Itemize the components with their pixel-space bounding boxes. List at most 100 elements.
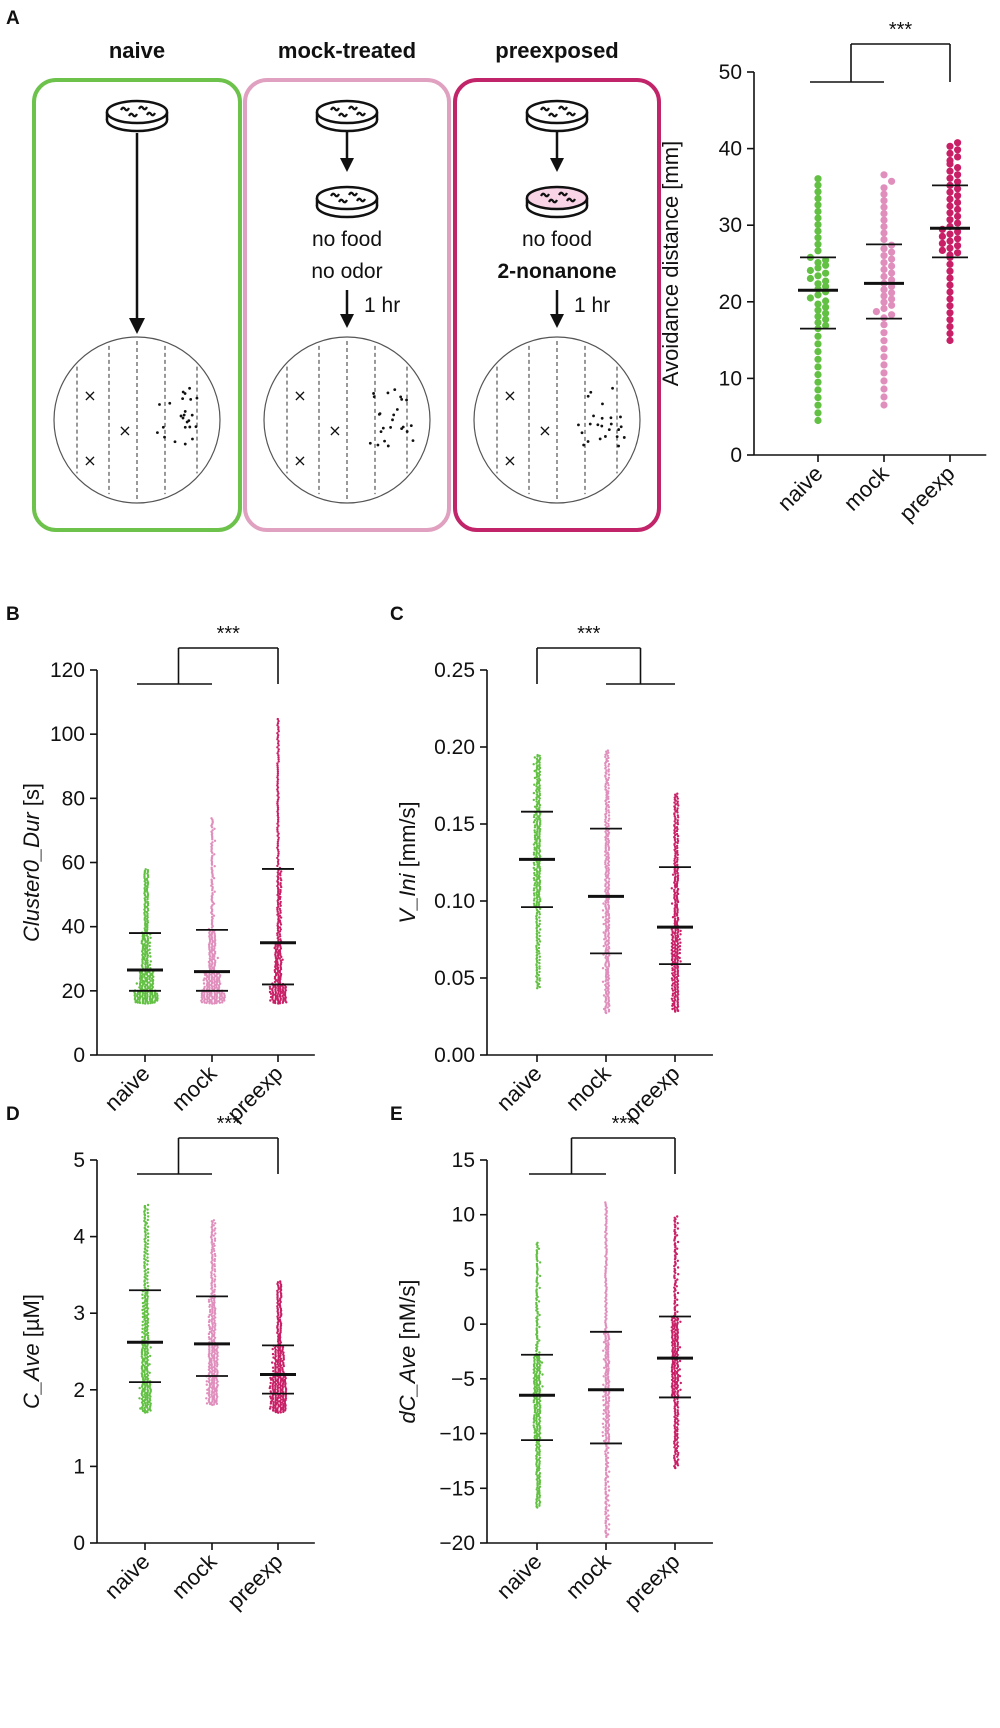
data-point-preexp [675, 1352, 678, 1355]
data-point-preexp [272, 1356, 275, 1359]
data-point-mock [605, 1232, 608, 1235]
data-point-naive [538, 879, 542, 882]
data-point-naive [538, 889, 541, 893]
worm-dot [188, 425, 192, 429]
data-point-preexp [676, 1343, 679, 1346]
data-point-naive [538, 1481, 542, 1484]
data-point-naive [141, 1297, 144, 1300]
data-point-mock [604, 830, 607, 833]
data-point-preexp [946, 216, 954, 224]
data-point-mock [207, 1336, 211, 1339]
data-point-naive [536, 1493, 539, 1497]
data-point-preexp [674, 1418, 677, 1421]
data-point-naive [145, 1410, 149, 1413]
data-point-preexp [278, 1386, 282, 1389]
data-point-preexp [676, 1222, 679, 1225]
data-point-mock [880, 203, 888, 211]
data-point-preexp [673, 953, 676, 956]
data-point-naive [143, 869, 147, 873]
data-point-mock [605, 1298, 608, 1301]
x-tick-label: naive [492, 1061, 547, 1116]
data-point-mock [213, 1280, 216, 1283]
worm-icon [566, 197, 576, 203]
worm-dot [386, 444, 390, 448]
data-point-naive [535, 785, 538, 788]
data-point-preexp [276, 814, 279, 817]
data-point-preexp [678, 1359, 682, 1363]
data-point-mock [210, 1286, 214, 1289]
data-point-mock [211, 1317, 214, 1320]
data-point-mock [210, 1332, 214, 1335]
y-tick-label: 20 [719, 291, 742, 314]
data-point-mock [604, 854, 607, 857]
data-point-naive [536, 953, 539, 956]
data-point-mock [880, 369, 888, 377]
data-point-preexp [674, 939, 677, 942]
data-point-naive [156, 995, 159, 999]
data-point-preexp [673, 888, 676, 892]
data-point-mock [211, 1253, 214, 1257]
data-point-naive [535, 951, 538, 954]
data-point-preexp [678, 945, 682, 948]
data-point-mock [880, 245, 888, 253]
data-point-preexp [954, 242, 962, 250]
data-point-mock [215, 1349, 218, 1353]
data-point-mock [213, 1265, 216, 1268]
data-point-mock [605, 810, 608, 813]
data-point-naive [146, 1297, 149, 1301]
data-point-preexp [673, 1000, 676, 1004]
data-point-preexp [676, 841, 679, 845]
data-point-naive [537, 852, 540, 855]
data-point-preexp [279, 972, 283, 976]
data-point-naive [533, 1415, 536, 1419]
data-point-preexp [277, 726, 280, 729]
data-point-mock [207, 1332, 211, 1336]
data-point-mock [213, 1364, 216, 1367]
data-point-naive [144, 1243, 147, 1247]
y-axis-label-variable: dC_Ave [395, 1346, 420, 1424]
data-point-naive [814, 259, 822, 267]
data-point-preexp [673, 1420, 677, 1423]
data-point-mock [211, 1306, 214, 1310]
data-point-preexp [670, 1341, 674, 1344]
data-point-naive [535, 920, 538, 924]
data-point-naive [538, 824, 541, 828]
data-point-preexp [954, 185, 962, 193]
data-point-naive [140, 1397, 144, 1401]
data-point-preexp [279, 900, 282, 904]
data-point-mock [602, 1439, 606, 1443]
data-point-preexp [279, 890, 282, 894]
data-point-naive [532, 1426, 536, 1429]
data-point-mock [207, 978, 211, 981]
data-point-preexp [276, 1396, 280, 1400]
data-point-mock [607, 855, 610, 858]
data-point-preexp [276, 810, 279, 813]
data-point-mock [605, 1251, 608, 1255]
data-point-mock [880, 298, 888, 306]
worm-dot [391, 418, 394, 422]
data-point-preexp [678, 1346, 682, 1349]
data-point-preexp [673, 1260, 677, 1264]
data-point-preexp [676, 858, 679, 861]
data-point-mock [606, 778, 610, 782]
data-point-mock [604, 1229, 608, 1232]
data-point-naive [538, 955, 541, 958]
data-point-preexp [278, 1400, 282, 1403]
data-point-preexp [675, 1460, 679, 1463]
data-point-preexp [676, 939, 679, 942]
data-point-mock [200, 994, 204, 997]
data-point-preexp [677, 1451, 680, 1455]
data-point-mock [604, 861, 607, 864]
data-point-mock [607, 819, 610, 822]
data-point-mock [213, 944, 217, 947]
worm-icon [338, 112, 348, 118]
data-point-preexp [277, 873, 280, 876]
data-point-preexp [676, 972, 679, 976]
data-point-mock [213, 1319, 216, 1322]
data-point-naive [148, 951, 151, 955]
data-point-mock [213, 1290, 216, 1294]
data-point-preexp [676, 1400, 679, 1403]
data-point-mock [210, 1260, 213, 1264]
data-point-naive [144, 965, 147, 968]
data-point-mock [604, 1452, 607, 1456]
